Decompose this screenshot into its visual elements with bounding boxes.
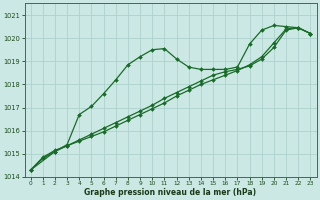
- X-axis label: Graphe pression niveau de la mer (hPa): Graphe pression niveau de la mer (hPa): [84, 188, 257, 197]
